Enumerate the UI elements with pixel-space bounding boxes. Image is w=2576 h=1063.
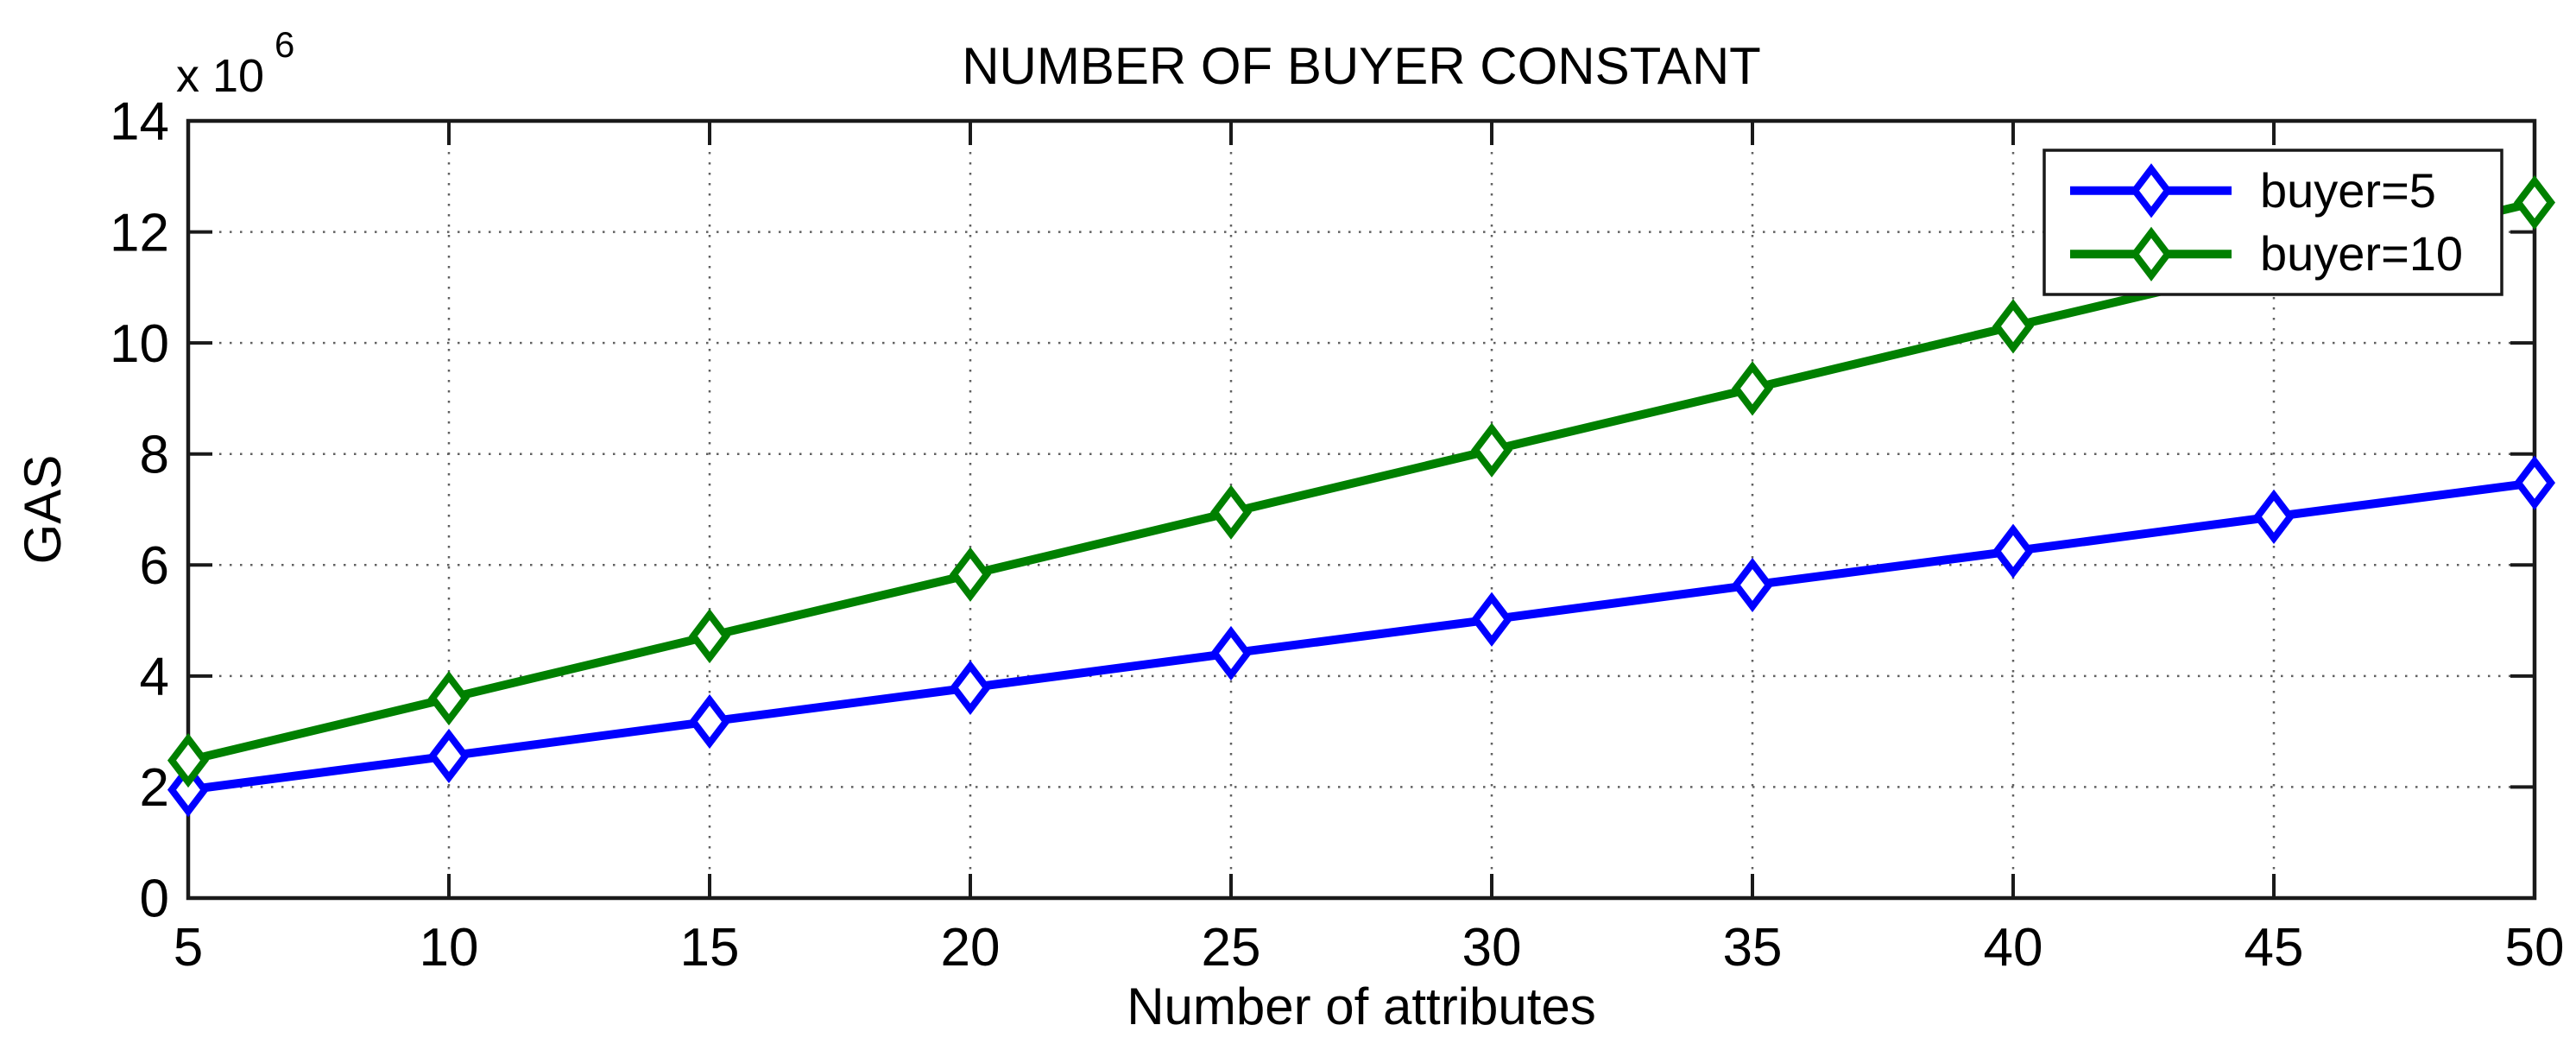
- x-tick-label: 45: [2245, 918, 2304, 978]
- legend-entry: buyer=5: [2070, 163, 2436, 218]
- y-axis-multiplier: x 10: [176, 50, 264, 102]
- data-point-marker: [688, 608, 731, 664]
- legend-entry-label: buyer=5: [2260, 163, 2436, 218]
- data-point-marker: [2513, 455, 2556, 510]
- data-point-marker: [1209, 484, 1253, 540]
- data-point-marker: [1992, 523, 2035, 579]
- data-point-marker: [427, 670, 470, 726]
- axis-ticks: [186, 119, 2536, 900]
- x-tick-label: 35: [1723, 918, 1783, 978]
- data-point-marker: [427, 728, 470, 784]
- y-tick-label: 4: [140, 648, 169, 707]
- x-axis-label: Number of attributes: [1127, 978, 1596, 1035]
- data-point-marker: [167, 762, 210, 818]
- legend: buyer=5 buyer=10: [2042, 149, 2503, 296]
- legend-entry-marker: [2130, 226, 2173, 282]
- y-tick-label: 0: [140, 870, 169, 929]
- y-tick-label: 6: [140, 536, 169, 596]
- y-tick-label: 10: [110, 314, 169, 374]
- data-point-marker: [1470, 592, 1513, 647]
- y-axis-label: GAS: [14, 455, 72, 565]
- data-point-marker: [1731, 361, 1774, 416]
- y-tick-label: 2: [140, 758, 169, 818]
- x-tick-label: 15: [680, 918, 740, 978]
- data-point-marker: [949, 660, 992, 715]
- legend-box: [2042, 149, 2503, 296]
- y-tick-label: 8: [140, 425, 169, 484]
- legend-entry-label: buyer=10: [2260, 226, 2463, 281]
- data-point-marker: [1731, 557, 1774, 613]
- chart-title: NUMBER OF BUYER CONSTANT: [962, 37, 1761, 95]
- data-point-marker: [1209, 625, 1253, 681]
- data-point-marker: [688, 693, 731, 750]
- data-point-marker: [2252, 489, 2295, 544]
- x-tick-label: 25: [1202, 918, 1261, 978]
- data-point-marker: [1470, 422, 1513, 478]
- x-tick-label: 5: [174, 918, 203, 978]
- y-axis-multiplier-exponent: 6: [275, 24, 294, 65]
- data-point-marker: [949, 547, 992, 602]
- series-line: [187, 478, 2535, 794]
- x-tick-label: 50: [2505, 918, 2565, 978]
- x-tick-label: 10: [420, 918, 479, 978]
- series-buyer-5: [167, 455, 2556, 818]
- y-tick-label: 12: [110, 203, 169, 263]
- x-tick-label: 40: [1984, 918, 2043, 978]
- legend-entry: buyer=10: [2070, 226, 2463, 282]
- data-point-marker: [1992, 299, 2035, 354]
- legend-entry-marker: [2130, 163, 2173, 218]
- data-point-marker: [2513, 174, 2556, 231]
- x-tick-label: 20: [941, 918, 1001, 978]
- y-tick-label: 14: [110, 92, 169, 152]
- x-tick-label: 30: [1462, 918, 1522, 978]
- data-point-marker: [167, 732, 210, 788]
